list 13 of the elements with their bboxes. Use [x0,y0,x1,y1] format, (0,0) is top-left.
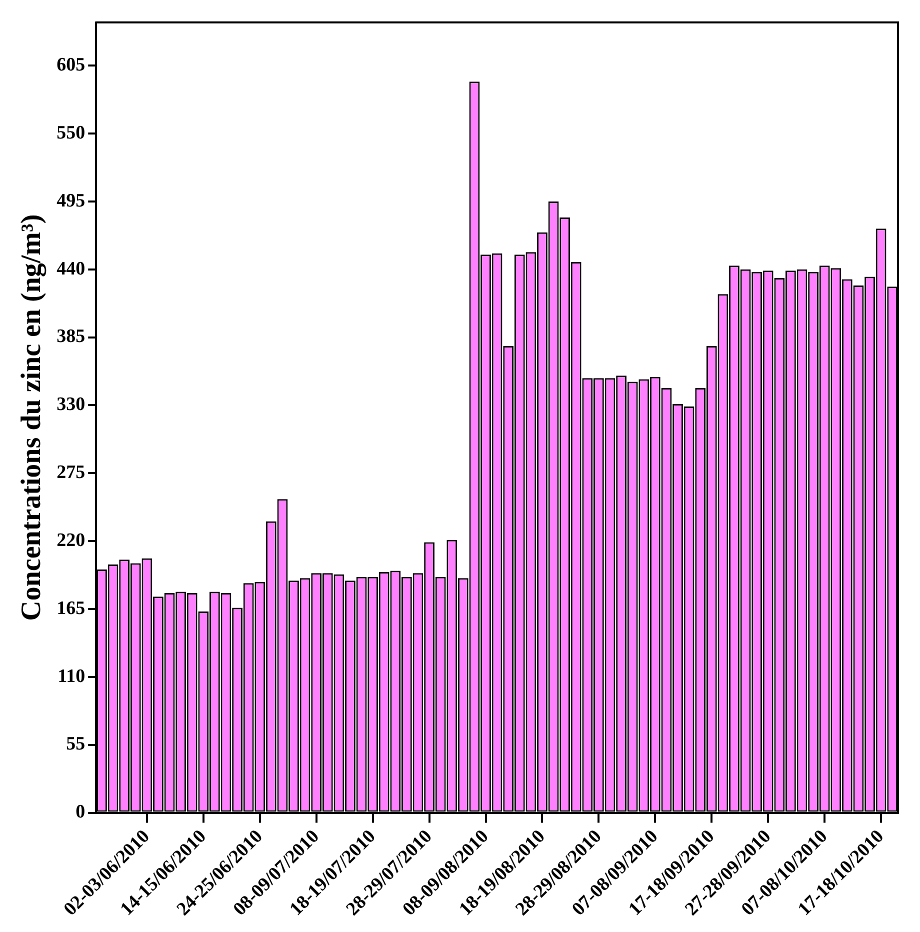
y-tick-label: 0 [76,802,86,823]
y-tick-label: 220 [56,530,86,551]
y-tick-label: 605 [56,54,86,76]
y-axis-title: Concentrations du zinc en (ng/m³) [16,214,48,621]
y-tick-label: 550 [56,122,86,144]
y-tick-label: 495 [56,190,86,212]
y-tick-label: 440 [56,258,86,280]
y-tick-label: 110 [58,666,86,687]
y-tick-label: 330 [56,394,86,416]
y-tick-label: 275 [56,462,86,484]
y-tick-label: 385 [56,326,86,348]
y-tick-label: 165 [56,598,86,619]
y-tick-label: 55 [66,734,86,755]
